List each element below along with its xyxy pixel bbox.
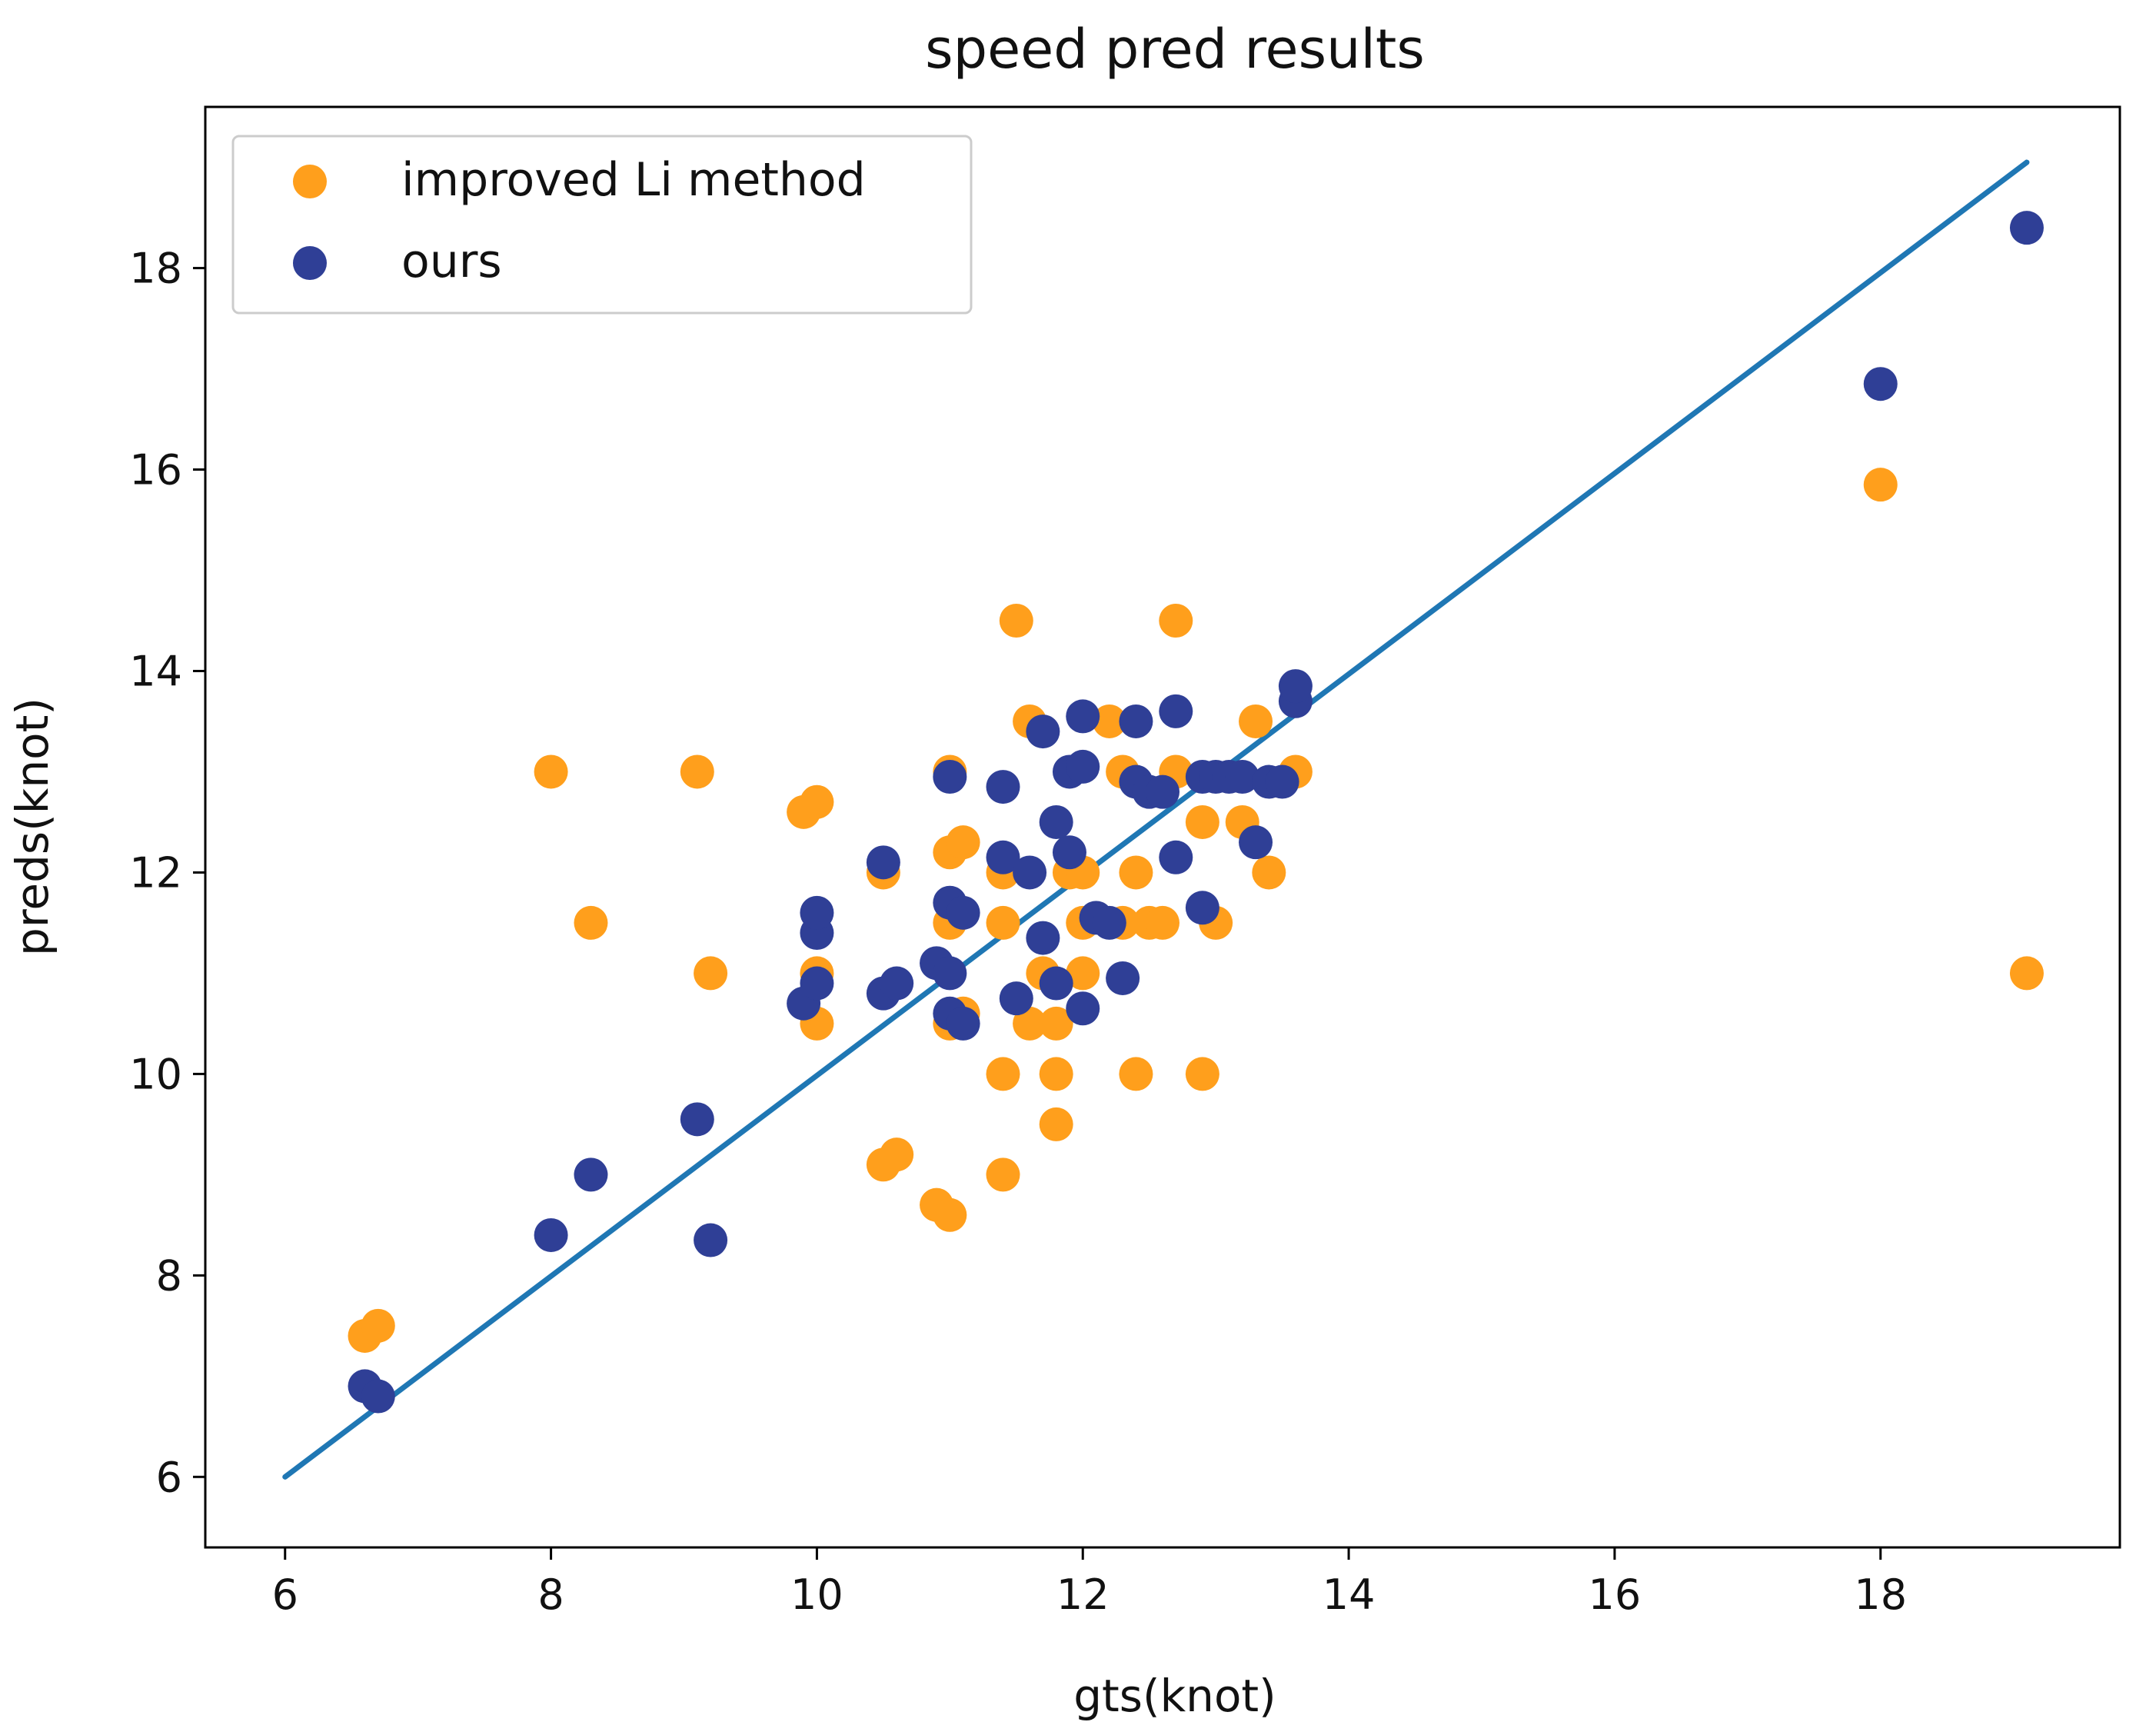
- point-ours: [1146, 774, 1179, 809]
- plot-frame: [204, 105, 2121, 1549]
- y-tick-label: 8: [156, 1251, 182, 1300]
- point-improved-li: [1185, 804, 1219, 839]
- point-improved-li: [986, 905, 1020, 940]
- point-ours: [1052, 835, 1086, 870]
- legend-label-ours: ours: [401, 235, 502, 288]
- legend-marker-ours: [293, 246, 327, 280]
- point-improved-li: [534, 754, 568, 789]
- point-ours: [946, 895, 980, 930]
- point-improved-li: [1159, 603, 1193, 638]
- point-ours: [1185, 891, 1219, 925]
- point-ours: [946, 1006, 980, 1041]
- x-tick-label: 10: [790, 1570, 843, 1619]
- legend: improved Li method ours: [231, 135, 973, 315]
- x-tick-label: 16: [1589, 1570, 1642, 1619]
- y-axis: 6 8 10 12 14 16 18: [129, 245, 205, 1501]
- point-ours: [866, 845, 900, 880]
- point-improved-li: [680, 754, 714, 789]
- point-ours: [1159, 694, 1193, 728]
- plot-area: [282, 159, 2044, 1480]
- point-ours: [1119, 704, 1153, 738]
- chart-title: speed pred results: [925, 18, 1425, 81]
- point-ours: [933, 956, 967, 991]
- point-improved-li: [1066, 956, 1100, 991]
- point-improved-li: [1039, 1107, 1073, 1141]
- point-ours: [880, 966, 914, 1001]
- x-tick-label: 12: [1056, 1570, 1110, 1619]
- point-ours: [1159, 840, 1193, 874]
- x-tick-label: 8: [537, 1570, 564, 1619]
- point-improved-li: [933, 1197, 967, 1232]
- point-ours: [534, 1217, 568, 1252]
- point-ours: [2009, 211, 2044, 245]
- x-axis: 6 8 10 12 14 16 18: [272, 1547, 1907, 1619]
- point-ours: [1039, 966, 1073, 1001]
- point-ours: [1092, 905, 1126, 940]
- x-tick-label: 14: [1323, 1570, 1376, 1619]
- point-improved-li: [986, 1057, 1020, 1091]
- point-improved-li: [1092, 704, 1126, 738]
- point-ours: [1066, 699, 1100, 734]
- point-ours: [1278, 669, 1313, 704]
- legend-label-improved-li: improved Li method: [401, 153, 866, 207]
- point-improved-li: [946, 825, 980, 860]
- point-improved-li: [986, 1157, 1020, 1192]
- point-ours: [999, 981, 1033, 1016]
- y-tick-label: 10: [129, 1050, 182, 1098]
- x-axis-label: gts(knot): [1073, 1670, 1276, 1722]
- point-improved-li: [999, 603, 1033, 638]
- point-improved-li: [1039, 1057, 1073, 1091]
- point-ours: [1265, 764, 1299, 799]
- point-improved-li: [1119, 1057, 1153, 1091]
- point-ours: [1066, 991, 1100, 1026]
- series-ours: [348, 211, 2044, 1414]
- point-ours: [1039, 804, 1073, 839]
- y-tick-label: 16: [129, 446, 182, 495]
- point-improved-li: [1146, 905, 1179, 940]
- y-tick-label: 12: [129, 848, 182, 897]
- point-improved-li: [574, 905, 608, 940]
- point-ours: [800, 895, 834, 930]
- point-improved-li: [800, 784, 834, 819]
- point-improved-li: [1239, 704, 1273, 738]
- point-improved-li: [1039, 1006, 1073, 1041]
- y-tick-label: 18: [129, 245, 182, 293]
- legend-marker-improved-li: [293, 165, 327, 198]
- point-improved-li: [361, 1308, 395, 1343]
- y-tick-label: 6: [156, 1453, 182, 1501]
- point-ours: [986, 840, 1020, 874]
- point-improved-li: [1185, 1057, 1219, 1091]
- point-ours: [1013, 855, 1047, 890]
- point-improved-li: [1252, 855, 1286, 890]
- point-improved-li: [2009, 956, 2044, 991]
- point-ours: [1026, 921, 1060, 955]
- point-ours: [1239, 825, 1273, 860]
- point-ours: [361, 1379, 395, 1414]
- point-ours: [694, 1223, 728, 1257]
- point-improved-li: [1013, 1006, 1047, 1041]
- point-ours: [1863, 367, 1898, 401]
- point-ours: [986, 770, 1020, 804]
- reference-line: [282, 159, 2030, 1480]
- point-improved-li: [880, 1137, 914, 1172]
- point-ours: [574, 1157, 608, 1192]
- y-tick-label: 14: [129, 647, 182, 695]
- x-tick-label: 18: [1854, 1570, 1907, 1619]
- y-axis-label: preds(knot): [6, 698, 58, 956]
- point-improved-li: [1119, 855, 1153, 890]
- point-ours: [680, 1102, 714, 1137]
- x-tick-label: 6: [272, 1570, 298, 1619]
- point-ours: [1106, 961, 1140, 995]
- point-ours: [800, 966, 834, 1001]
- point-ours: [1225, 760, 1259, 794]
- point-ours: [1026, 714, 1060, 749]
- legend-box: [231, 135, 973, 315]
- point-improved-li: [1863, 468, 1898, 502]
- point-ours: [933, 760, 967, 794]
- point-improved-li: [694, 956, 728, 991]
- point-ours: [1066, 749, 1100, 784]
